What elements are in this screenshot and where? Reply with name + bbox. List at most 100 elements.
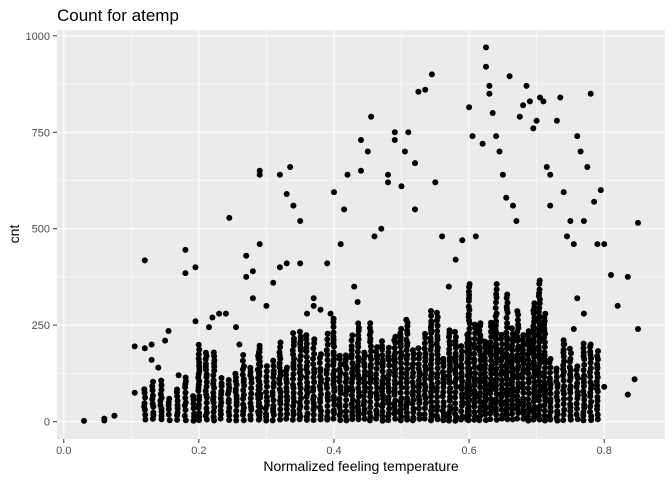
scatter-point bbox=[191, 410, 198, 417]
scatter-point bbox=[581, 396, 588, 403]
scatter-point bbox=[591, 198, 598, 205]
scatter-point bbox=[310, 345, 317, 352]
scatter-point bbox=[263, 383, 270, 390]
scatter-point bbox=[290, 330, 297, 337]
scatter-point bbox=[162, 337, 169, 344]
scatter-point bbox=[203, 371, 210, 378]
scatter-point bbox=[348, 337, 355, 344]
scatter-point bbox=[317, 412, 324, 419]
scatter-point bbox=[303, 340, 310, 347]
scatter-point bbox=[324, 330, 331, 337]
scatter-point bbox=[270, 367, 277, 374]
scatter-point bbox=[428, 318, 435, 325]
scatter-point bbox=[568, 350, 574, 357]
y-tick-label: 500 bbox=[32, 224, 50, 236]
scatter-point bbox=[283, 384, 290, 391]
x-tick-label: 0.4 bbox=[326, 445, 341, 457]
scatter-point bbox=[573, 400, 580, 407]
scatter-point bbox=[541, 412, 548, 419]
scatter-point bbox=[560, 377, 567, 384]
chart-title: Count for atemp bbox=[57, 6, 179, 25]
scatter-point bbox=[379, 417, 386, 424]
scatter-point bbox=[270, 357, 277, 364]
scatter-point bbox=[587, 365, 594, 372]
scatter-point bbox=[392, 349, 399, 356]
scatter-point bbox=[256, 342, 263, 349]
scatter-point bbox=[409, 347, 416, 354]
scatter-point bbox=[580, 409, 587, 416]
scatter-point bbox=[195, 355, 202, 362]
scatter-point bbox=[303, 399, 310, 406]
scatter-point bbox=[270, 279, 277, 286]
scatter-point bbox=[498, 381, 505, 388]
scatter-point bbox=[488, 357, 495, 364]
scatter-point bbox=[519, 336, 526, 343]
scatter-point bbox=[498, 406, 505, 413]
scatter-point bbox=[471, 387, 478, 394]
scatter-point bbox=[543, 164, 550, 170]
scatter-point bbox=[503, 350, 510, 357]
scatter-point bbox=[361, 398, 368, 405]
scatter-point bbox=[276, 386, 283, 393]
scatter-point bbox=[479, 140, 486, 147]
scatter-point bbox=[297, 352, 304, 359]
scatter-point bbox=[486, 90, 493, 97]
scatter-point bbox=[373, 371, 380, 378]
scatter-point bbox=[434, 370, 441, 377]
scatter-point bbox=[367, 361, 374, 368]
scatter-point bbox=[330, 415, 337, 422]
scatter-point bbox=[466, 281, 473, 288]
scatter-point bbox=[284, 364, 290, 371]
scatter-point bbox=[514, 415, 521, 422]
scatter-point bbox=[337, 241, 344, 248]
scatter-point bbox=[503, 397, 510, 404]
scatter-point bbox=[386, 405, 393, 412]
scatter-point bbox=[535, 343, 542, 350]
scatter-point bbox=[412, 160, 418, 167]
scatter-point bbox=[465, 303, 472, 310]
scatter-point bbox=[447, 403, 453, 410]
scatter-point bbox=[141, 400, 148, 407]
scatter-point bbox=[263, 410, 269, 417]
scatter-point bbox=[211, 404, 218, 411]
scatter-point bbox=[175, 372, 182, 379]
scatter-point bbox=[150, 409, 157, 416]
scatter-point bbox=[452, 334, 459, 340]
scatter-point bbox=[190, 400, 197, 407]
scatter-point bbox=[165, 328, 172, 334]
scatter-point bbox=[498, 385, 505, 392]
scatter-point bbox=[368, 113, 375, 120]
scatter-point bbox=[269, 417, 276, 424]
scatter-point bbox=[303, 345, 310, 351]
scatter-point bbox=[567, 413, 574, 419]
scatter-point bbox=[525, 396, 531, 403]
scatter-point bbox=[493, 310, 500, 317]
scatter-point bbox=[386, 362, 393, 369]
scatter-point bbox=[458, 361, 465, 368]
scatter-point bbox=[210, 408, 217, 415]
scatter-point bbox=[580, 349, 587, 356]
scatter-point bbox=[342, 352, 349, 359]
scatter-point bbox=[574, 363, 581, 370]
scatter-point bbox=[343, 408, 349, 415]
scatter-point bbox=[542, 310, 549, 317]
scatter-point bbox=[531, 394, 538, 401]
scatter-point bbox=[337, 417, 344, 424]
scatter-point bbox=[487, 339, 494, 346]
scatter-point bbox=[296, 381, 303, 387]
scatter-point bbox=[361, 349, 368, 356]
scatter-point bbox=[248, 379, 255, 386]
scatter-point bbox=[415, 377, 422, 384]
scatter-point bbox=[447, 394, 453, 400]
scatter-point bbox=[415, 88, 422, 95]
scatter-point bbox=[157, 391, 164, 398]
scatter-point bbox=[536, 392, 543, 399]
scatter-point bbox=[398, 374, 405, 381]
scatter-point bbox=[354, 403, 361, 410]
scatter-point bbox=[631, 376, 638, 383]
scatter-point bbox=[504, 324, 511, 331]
scatter-point bbox=[536, 383, 543, 389]
scatter-point bbox=[391, 137, 398, 143]
scatter-point bbox=[310, 374, 317, 381]
scatter-point bbox=[493, 286, 500, 293]
